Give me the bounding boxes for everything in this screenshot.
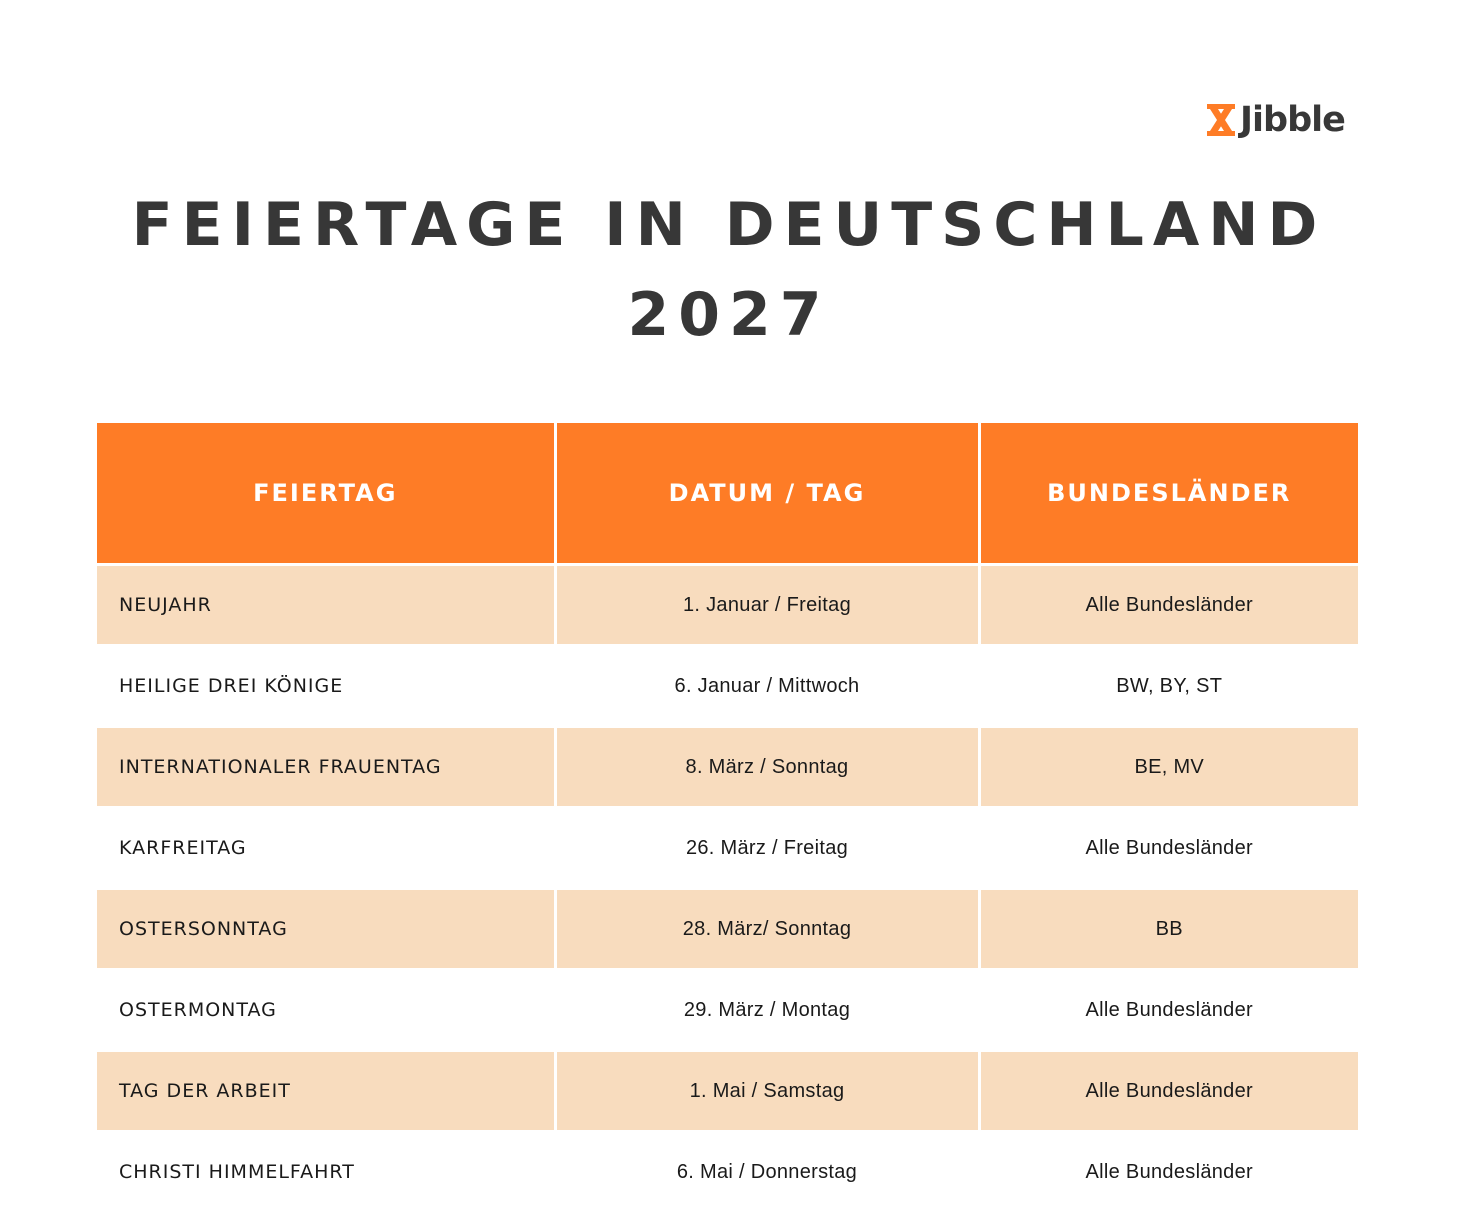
- table-row: CHRISTI HIMMELFAHRT 6. Mai / Donnerstag …: [97, 1131, 1358, 1214]
- holiday-name: KARFREITAG: [97, 807, 557, 890]
- holiday-date: 26. März / Freitag: [555, 807, 981, 890]
- holiday-name: OSTERMONTAG: [97, 969, 557, 1052]
- table-row: NEUJAHR 1. Januar / Freitag Alle Bundesl…: [97, 564, 1358, 647]
- column-header-holiday: FEIERTAG: [97, 423, 557, 566]
- holiday-date: 8. März / Sonntag: [555, 726, 981, 809]
- table-row: INTERNATIONALER FRAUENTAG 8. März / Sonn…: [97, 726, 1358, 809]
- holiday-name: HEILIGE DREI KÖNIGE: [97, 645, 557, 728]
- holiday-date: 1. Mai / Samstag: [555, 1050, 981, 1133]
- holiday-states: Alle Bundesländer: [979, 1131, 1358, 1214]
- page-title-line-2: 2027: [627, 280, 831, 350]
- holiday-table: FEIERTAG DATUM / TAG BUNDESLÄNDER NEUJAH…: [97, 423, 1358, 1214]
- holiday-states: Alle Bundesländer: [979, 1050, 1358, 1133]
- holiday-states: BB: [979, 888, 1358, 971]
- holiday-date: 1. Januar / Freitag: [555, 564, 981, 647]
- column-header-states: BUNDESLÄNDER: [979, 423, 1358, 566]
- holiday-name: TAG DER ARBEIT: [97, 1050, 557, 1133]
- holiday-states: BE, MV: [979, 726, 1358, 809]
- holiday-date: 6. Januar / Mittwoch: [555, 645, 981, 728]
- holiday-date: 6. Mai / Donnerstag: [555, 1131, 981, 1214]
- jibble-logo: Jibble: [1206, 100, 1346, 140]
- table-row: TAG DER ARBEIT 1. Mai / Samstag Alle Bun…: [97, 1050, 1358, 1133]
- table-header-row: FEIERTAG DATUM / TAG BUNDESLÄNDER: [97, 423, 1358, 566]
- holiday-states: BW, BY, ST: [979, 645, 1358, 728]
- holiday-states: Alle Bundesländer: [979, 807, 1358, 890]
- hourglass-icon: [1207, 104, 1235, 136]
- table-row: OSTERSONNTAG 28. März/ Sonntag BB: [97, 888, 1358, 971]
- logo-text: Jibble: [1240, 100, 1346, 140]
- holiday-date: 29. März / Montag: [555, 969, 981, 1052]
- table-row: OSTERMONTAG 29. März / Montag Alle Bunde…: [97, 969, 1358, 1052]
- holiday-states: Alle Bundesländer: [979, 564, 1358, 647]
- holiday-name: NEUJAHR: [97, 564, 557, 647]
- column-header-date: DATUM / TAG: [555, 423, 981, 566]
- holiday-name: INTERNATIONALER FRAUENTAG: [97, 726, 557, 809]
- holiday-date: 28. März/ Sonntag: [555, 888, 981, 971]
- holiday-states: Alle Bundesländer: [979, 969, 1358, 1052]
- page-title: FEIERTAGE IN DEUTSCHLAND 2027: [0, 180, 1458, 360]
- table-row: KARFREITAG 26. März / Freitag Alle Bunde…: [97, 807, 1358, 890]
- holiday-name: CHRISTI HIMMELFAHRT: [97, 1131, 557, 1214]
- page-title-line-1: FEIERTAGE IN DEUTSCHLAND: [131, 190, 1327, 260]
- holiday-name: OSTERSONNTAG: [97, 888, 557, 971]
- table-row: HEILIGE DREI KÖNIGE 6. Januar / Mittwoch…: [97, 645, 1358, 728]
